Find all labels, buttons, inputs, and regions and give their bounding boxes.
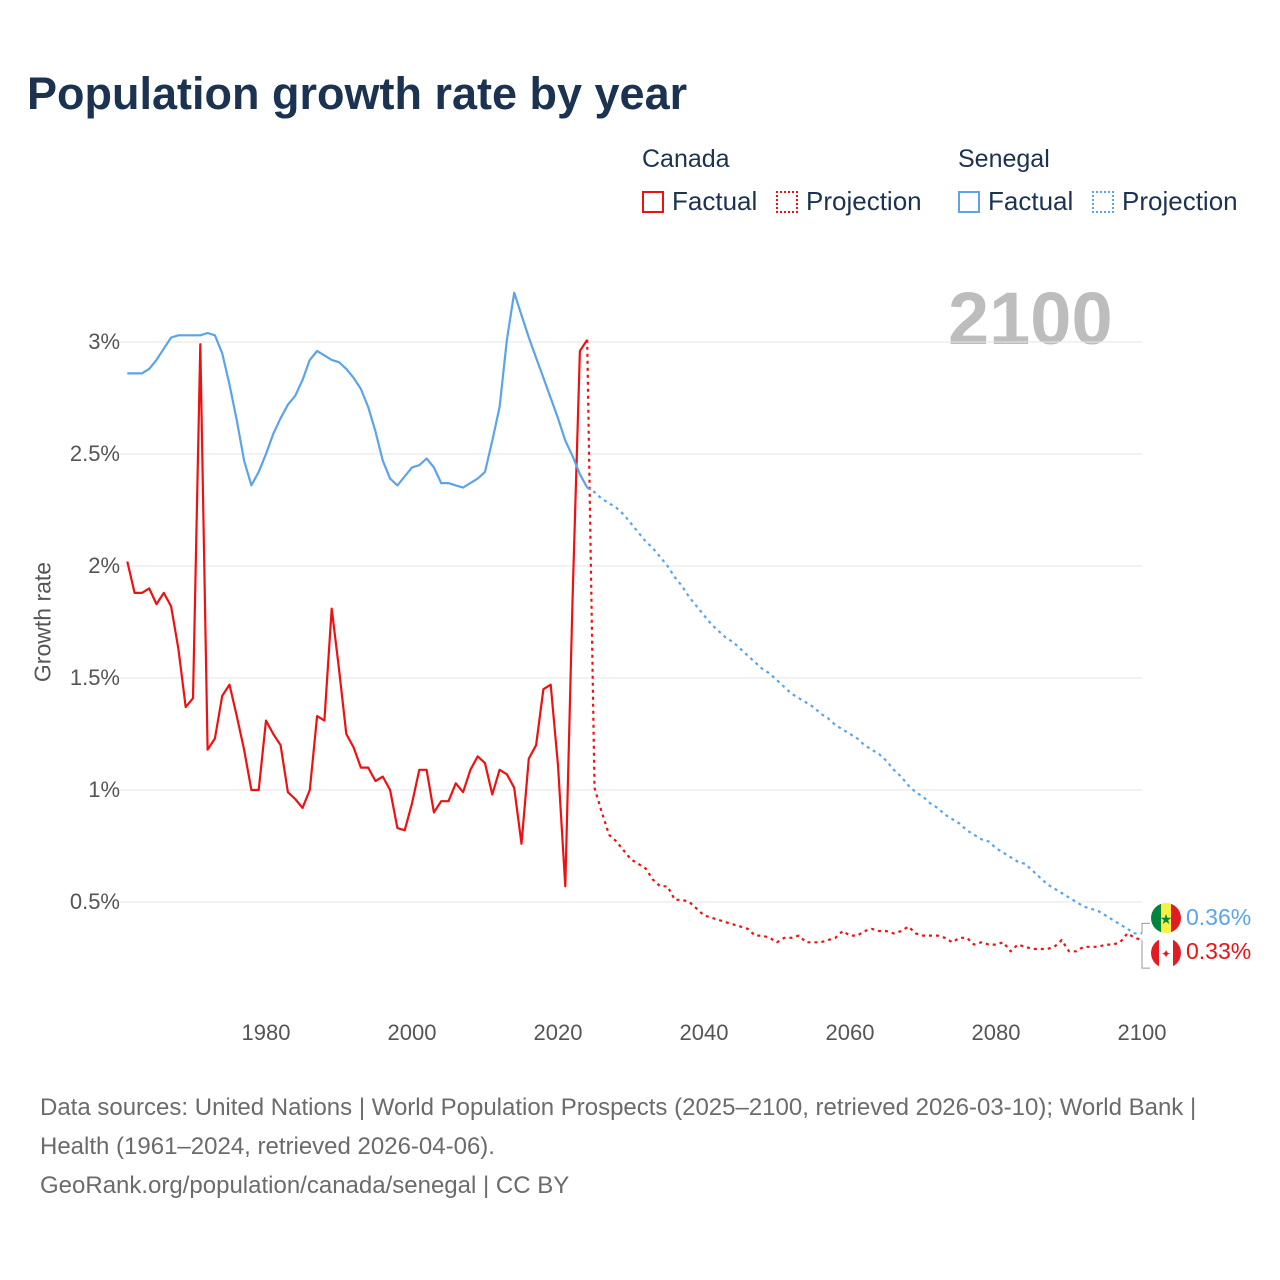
y-tick-label: 3% — [88, 329, 120, 354]
svg-text:★: ★ — [1160, 911, 1173, 927]
legend-senegal-factual[interactable]: Factual — [958, 186, 1073, 217]
x-tick-label: 2040 — [679, 1020, 729, 1045]
footer: Data sources: United Nations | World Pop… — [40, 1088, 1240, 1205]
legend-swatch-solid-icon — [642, 190, 664, 213]
x-tick-label: 2100 — [1117, 1020, 1167, 1045]
y-tick-label: 1.5% — [69, 665, 120, 690]
x-tick-label: 2060 — [825, 1020, 875, 1045]
senegal-flag-icon: ★ — [1151, 903, 1181, 933]
senegal-end-label: 0.36% — [1186, 904, 1252, 930]
x-tick-label: 2020 — [533, 1020, 583, 1045]
y-tick-label: 1% — [88, 777, 120, 802]
series-line-canada-projection — [586, 339, 1143, 953]
canada-flag-icon: ✦ — [1151, 938, 1181, 968]
y-tick-label: 2.5% — [69, 441, 120, 466]
legend-group-senegal: Senegal — [958, 145, 1050, 173]
credit-link[interactable]: GeoRank.org/population/canada/senegal | … — [40, 1172, 570, 1199]
legend-swatch-dotted-icon — [1092, 190, 1114, 213]
svg-text:✦: ✦ — [1161, 947, 1171, 961]
legend-label: Factual — [988, 186, 1074, 216]
legend-canada-factual[interactable]: Factual — [642, 186, 757, 217]
data-sources: Data sources: United Nations | World Pop… — [40, 1094, 1197, 1160]
chart-title: Population growth rate by year — [27, 68, 688, 119]
senegal-connector — [1141, 922, 1150, 934]
legend-label: Projection — [806, 186, 922, 216]
legend-senegal-projection[interactable]: Projection — [1092, 186, 1238, 217]
x-tick-label: 1980 — [241, 1020, 291, 1045]
legend-swatch-solid-icon — [958, 190, 980, 213]
series-line-senegal-factual — [127, 291, 589, 489]
y-tick-label: 0.5% — [69, 889, 120, 914]
legend-canada-projection[interactable]: Projection — [776, 186, 922, 217]
series-line-canada-factual — [126, 339, 589, 888]
legend-swatch-dotted-icon — [776, 190, 798, 213]
y-axis-label: Growth rate — [29, 561, 56, 683]
x-tick-label: 2080 — [971, 1020, 1021, 1045]
x-tick-label: 2000 — [387, 1020, 437, 1045]
canada-connector — [1141, 940, 1150, 969]
canada-end-label: 0.33% — [1186, 938, 1252, 964]
legend-group-canada: Canada — [642, 145, 730, 173]
current-year-label: 2100 — [948, 277, 1113, 360]
legend-label: Factual — [672, 186, 758, 216]
series-line-senegal-projection — [586, 486, 1142, 935]
legend-label: Projection — [1122, 186, 1238, 216]
y-tick-label: 2% — [88, 553, 120, 578]
